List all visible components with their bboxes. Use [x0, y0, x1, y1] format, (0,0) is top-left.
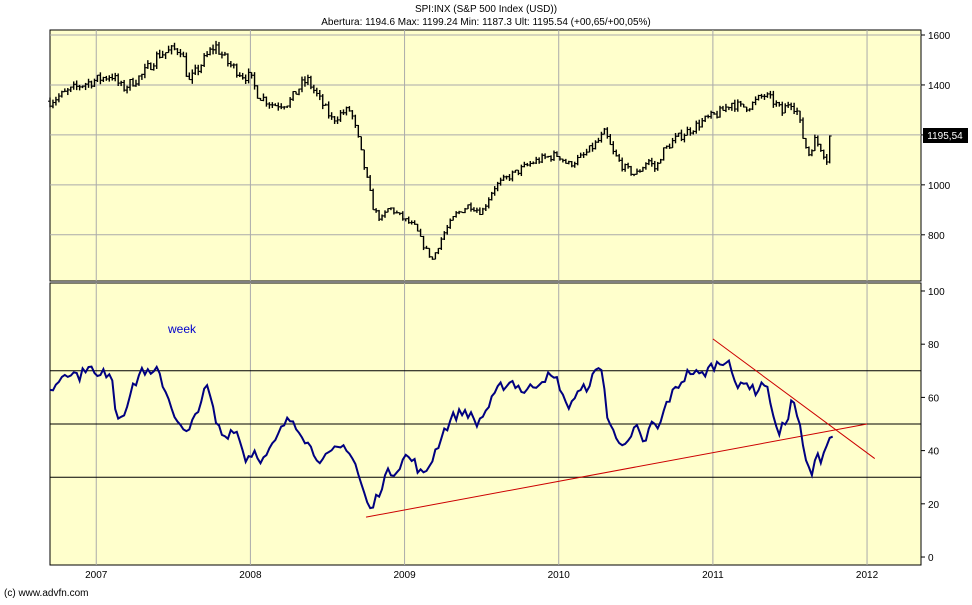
last-value-label: 1195,54 [927, 131, 963, 142]
x-tick-label: 2011 [702, 570, 724, 581]
price-y-tick-label: 1600 [928, 31, 951, 42]
price-y-tick-label: 800 [928, 231, 945, 242]
x-tick-label: 2009 [393, 570, 416, 581]
chart-title: SPI:INX (S&P 500 Index (USD)) [415, 4, 557, 15]
price-y-tick-label: 1000 [928, 181, 951, 192]
x-axis: 2007 2008 2009 2010 2011 2012 [85, 570, 878, 581]
osc-y-tick-label: 80 [928, 340, 940, 351]
price-panel: 8001000120014001600 1195,54 [48, 29, 968, 282]
oscillator-annotation: week [167, 322, 197, 336]
price-bars [48, 40, 832, 260]
oscillator-series-line [49, 358, 834, 510]
x-tick-label: 2007 [85, 570, 108, 581]
oscillator-panel: 0 20 40 60 80 100 week [49, 282, 945, 566]
osc-y-tick-label: 0 [928, 553, 934, 564]
trendline-2 [712, 338, 876, 459]
price-plot-area [49, 29, 922, 282]
ohlc-summary: Abertura: 1194.6 Max: 1199.24 Min: 1187.… [321, 17, 650, 28]
last-value-box: 1195,54 [923, 128, 968, 143]
price-bar [827, 135, 832, 164]
oscillator-trendlines [365, 338, 876, 518]
trendline-1 [365, 423, 868, 518]
oscillator-y-axis: 0 20 40 60 80 100 [921, 287, 945, 564]
footer-credit: (c) www.advfn.com [4, 588, 88, 599]
last-value-box-bg [923, 128, 968, 143]
osc-y-tick-label: 60 [928, 393, 940, 404]
x-tick-label: 2012 [856, 570, 879, 581]
osc-y-tick-label: 20 [928, 500, 940, 511]
price-y-tick-label: 1400 [928, 81, 951, 92]
x-tick-label: 2008 [239, 570, 262, 581]
price-grid [50, 30, 921, 281]
osc-y-tick-label: 40 [928, 447, 940, 458]
osc-y-tick-label: 100 [928, 287, 945, 298]
x-tick-label: 2010 [548, 570, 571, 581]
